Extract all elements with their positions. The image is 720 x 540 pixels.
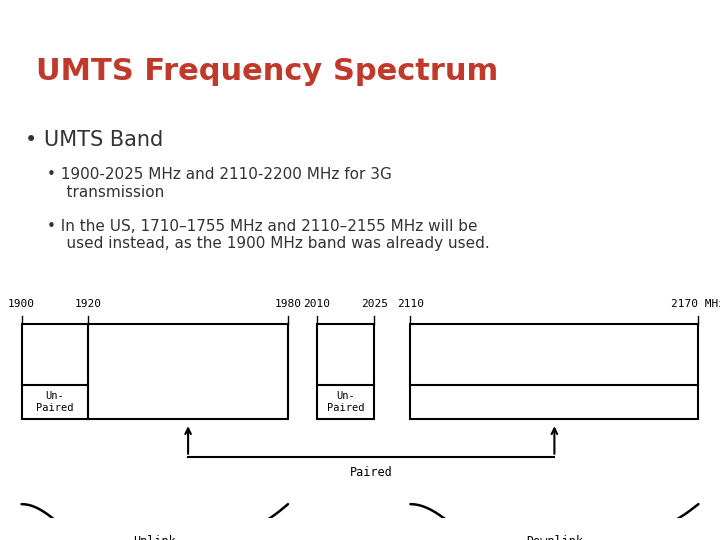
Text: 2170 MHz: 2170 MHz	[671, 299, 720, 309]
Text: 1920: 1920	[75, 299, 102, 309]
Text: Uplink: Uplink	[133, 535, 176, 540]
Text: 2010: 2010	[303, 299, 330, 309]
Text: 2025: 2025	[361, 299, 388, 309]
Text: Downlink: Downlink	[526, 535, 583, 540]
Text: Paired: Paired	[350, 466, 392, 479]
Text: • UMTS Band: • UMTS Band	[25, 130, 163, 150]
Text: Un-
Paired: Un- Paired	[36, 391, 73, 413]
Text: • 1900-2025 MHz and 2110-2200 MHz for 3G
    transmission: • 1900-2025 MHz and 2110-2200 MHz for 3G…	[47, 167, 392, 200]
Text: Un-
Paired: Un- Paired	[327, 391, 364, 413]
Text: 1900: 1900	[8, 299, 35, 309]
Text: 1980: 1980	[274, 299, 302, 309]
Text: UMTS Frequency Spectrum: UMTS Frequency Spectrum	[36, 57, 498, 86]
Text: 2110: 2110	[397, 299, 424, 309]
Text: • In the US, 1710–1755 MHz and 2110–2155 MHz will be
    used instead, as the 19: • In the US, 1710–1755 MHz and 2110–2155…	[47, 219, 490, 251]
Bar	[410, 323, 698, 418]
Bar	[317, 323, 374, 418]
Bar	[22, 323, 288, 418]
